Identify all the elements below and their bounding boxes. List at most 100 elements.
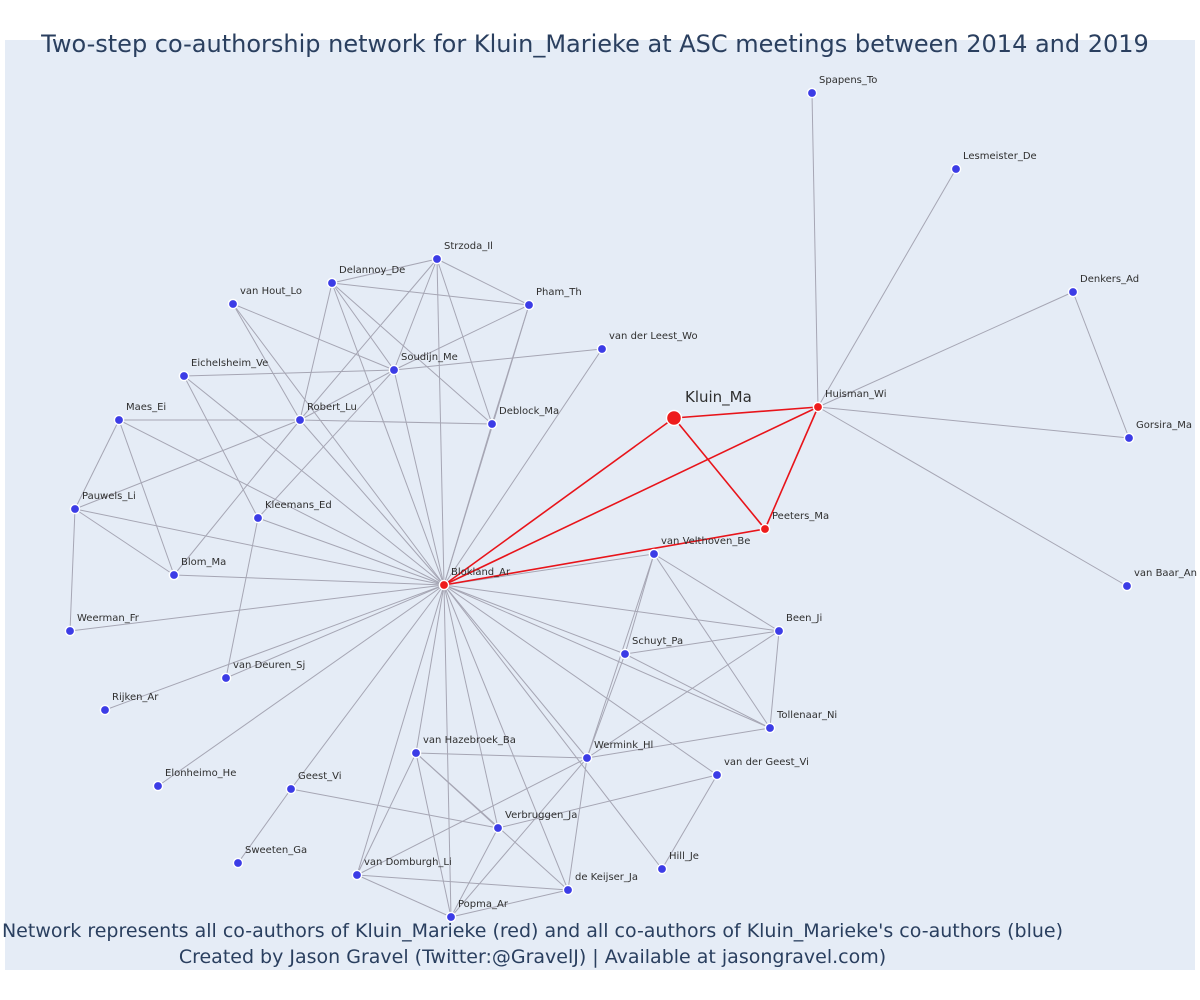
node-geest-vi[interactable] xyxy=(285,783,297,795)
edge-strzoda-il-robert-lu xyxy=(299,258,438,421)
edge-van-hazebroek-ba-de-keijser-ja xyxy=(415,752,569,891)
edge-blokland-ar-van-der-geest-vi xyxy=(443,584,718,776)
node-lesmeister-de[interactable] xyxy=(950,163,962,175)
node-robert-lu[interactable] xyxy=(294,414,306,426)
edge-van-hazebroek-ba-popma-ar xyxy=(415,752,452,918)
node-verbruggen-ja[interactable] xyxy=(492,822,504,834)
caption-line-2: Created by Jason Gravel (Twitter:@Gravel… xyxy=(178,946,887,968)
labels-layer: Kluin_Ma Huisman_Wi Peeters_Ma Blokland_Ar S… xyxy=(77,75,1197,910)
node-de-keijser-ja[interactable] xyxy=(562,884,574,896)
node-popma-ar[interactable] xyxy=(445,911,457,923)
node-van-der-geest-vi[interactable] xyxy=(711,769,723,781)
edge-huisman-wi-spapens-to xyxy=(811,92,819,408)
edge-verbruggen-ja-popma-ar xyxy=(450,827,499,918)
node-strzoda-il[interactable] xyxy=(431,253,443,265)
node-label-van-domburgh-li: van Domburgh_Li xyxy=(364,857,452,868)
node-van-domburgh-li[interactable] xyxy=(351,869,363,881)
node-van-hazebroek-ba[interactable] xyxy=(410,747,422,759)
node-eichelsheim-ve[interactable] xyxy=(178,370,190,382)
edge-tollenaar-ni-wermink-hl xyxy=(586,727,771,759)
edge-blokland-ar-de-keijser-ja xyxy=(443,584,569,891)
node-hill-je[interactable] xyxy=(656,863,668,875)
node-label-spapens-to: Spapens_To xyxy=(819,75,877,86)
plot-background xyxy=(5,40,1195,970)
node-label-sweeten-ga: Sweeten_Ga xyxy=(245,845,307,856)
node-sweeten-ga[interactable] xyxy=(232,857,244,869)
edge-wermink-hl-popma-ar xyxy=(450,757,588,918)
node-elonheimo-he[interactable] xyxy=(152,780,164,792)
edge-blokland-ar-van-hout-lo xyxy=(232,303,445,586)
edge-huisman-wi-van-baar-an xyxy=(817,406,1128,587)
node-soudijn-me[interactable] xyxy=(388,364,400,376)
node-wermink-hl[interactable] xyxy=(581,752,593,764)
node-kleemans-ed[interactable] xyxy=(252,512,264,524)
node-van-der-leest-wo[interactable] xyxy=(596,343,608,355)
node-kluin-ma[interactable] xyxy=(665,409,683,427)
node-weerman-fr[interactable] xyxy=(64,625,76,637)
edge-strzoda-il-deblock-ma xyxy=(436,258,493,425)
node-label-peeters-ma: Peeters_Ma xyxy=(772,511,829,522)
edge-kleemans-ed-van-deuren-sj xyxy=(225,517,259,679)
edge-strzoda-il-pham-th xyxy=(436,258,530,306)
node-van-hout-lo[interactable] xyxy=(227,298,239,310)
edge-eichelsheim-ve-kleemans-ed xyxy=(183,375,259,519)
edge-blokland-ar-maes-ei xyxy=(118,419,445,586)
edge-huisman-wi-gorsira-ma xyxy=(817,406,1130,439)
edge-pauwels-li-blom-ma xyxy=(74,508,175,576)
edge-blokland-ar-popma-ar xyxy=(443,584,452,918)
node-rijken-ar[interactable] xyxy=(99,704,111,716)
node-peeters-ma[interactable] xyxy=(759,523,771,535)
node-huisman-wi[interactable] xyxy=(812,401,824,413)
chart-caption: Network represents all co-authors of Klu… xyxy=(0,918,1065,970)
edge-blokland-ar-van-hazebroek-ba xyxy=(415,584,445,754)
node-van-baar-an[interactable] xyxy=(1121,580,1133,592)
node-delannoy-de[interactable] xyxy=(326,277,338,289)
edge-soudijn-me-eichelsheim-ve xyxy=(183,369,395,377)
node-deblock-ma[interactable] xyxy=(486,418,498,430)
node-label-kleemans-ed: Kleemans_Ed xyxy=(265,500,332,511)
node-label-soudijn-me: Soudijn_Me xyxy=(401,352,458,363)
edge-blokland-ar-van-der-leest-wo xyxy=(443,348,603,586)
node-spapens-to[interactable] xyxy=(806,87,818,99)
node-schuyt-pa[interactable] xyxy=(619,648,631,660)
edge-blokland-ar-soudijn-me xyxy=(393,369,445,586)
edge-peeters-ma-blokland-ar xyxy=(443,528,766,586)
node-pham-th[interactable] xyxy=(523,299,535,311)
node-label-elonheimo-he: Elonheimo_He xyxy=(165,768,236,779)
edge-schuyt-pa-wermink-hl xyxy=(586,653,626,759)
node-blom-ma[interactable] xyxy=(168,569,180,581)
node-van-velthoven-be[interactable] xyxy=(648,548,660,560)
node-label-maes-ei: Maes_Ei xyxy=(126,402,166,413)
edge-delannoy-de-soudijn-me xyxy=(331,282,395,371)
node-label-blom-ma: Blom_Ma xyxy=(181,557,226,568)
edge-blokland-ar-van-deuren-sj xyxy=(225,584,445,679)
edge-soudijn-me-robert-lu xyxy=(299,369,395,421)
edge-van-hazebroek-ba-van-domburgh-li xyxy=(356,752,417,876)
node-label-geest-vi: Geest_Vi xyxy=(298,771,342,782)
node-tollenaar-ni[interactable] xyxy=(764,722,776,734)
edge-robert-lu-pauwels-li xyxy=(74,419,301,510)
edge-blokland-ar-hill-je xyxy=(443,584,663,870)
edge-van-domburgh-li-de-keijser-ja xyxy=(356,874,569,891)
edge-van-hout-lo-soudijn-me xyxy=(232,303,395,371)
edges-layer xyxy=(69,92,1130,918)
node-denkers-ad[interactable] xyxy=(1067,286,1079,298)
chart-title: Two-step co-authorship network for Kluin… xyxy=(41,30,1149,58)
edge-soudijn-me-van-der-leest-wo xyxy=(393,348,603,371)
edge-denkers-ad-gorsira-ma xyxy=(1072,291,1130,439)
edge-geest-vi-sweeten-ga xyxy=(237,788,292,864)
node-van-deuren-sj[interactable] xyxy=(220,672,232,684)
node-gorsira-ma[interactable] xyxy=(1123,432,1135,444)
node-maes-ei[interactable] xyxy=(113,414,125,426)
edge-blokland-ar-been-ji xyxy=(443,584,780,632)
node-pauwels-li[interactable] xyxy=(69,503,81,515)
edge-blokland-ar-verbruggen-ja xyxy=(443,584,499,829)
node-label-huisman-wi: Huisman_Wi xyxy=(825,389,887,400)
edge-blokland-ar-blom-ma xyxy=(173,574,445,586)
edge-wermink-hl-van-domburgh-li xyxy=(356,757,588,876)
node-been-ji[interactable] xyxy=(773,625,785,637)
edge-blokland-ar-geest-vi xyxy=(290,584,445,790)
node-blokland-ar[interactable] xyxy=(438,579,450,591)
edge-maes-ei-blom-ma xyxy=(118,419,175,576)
